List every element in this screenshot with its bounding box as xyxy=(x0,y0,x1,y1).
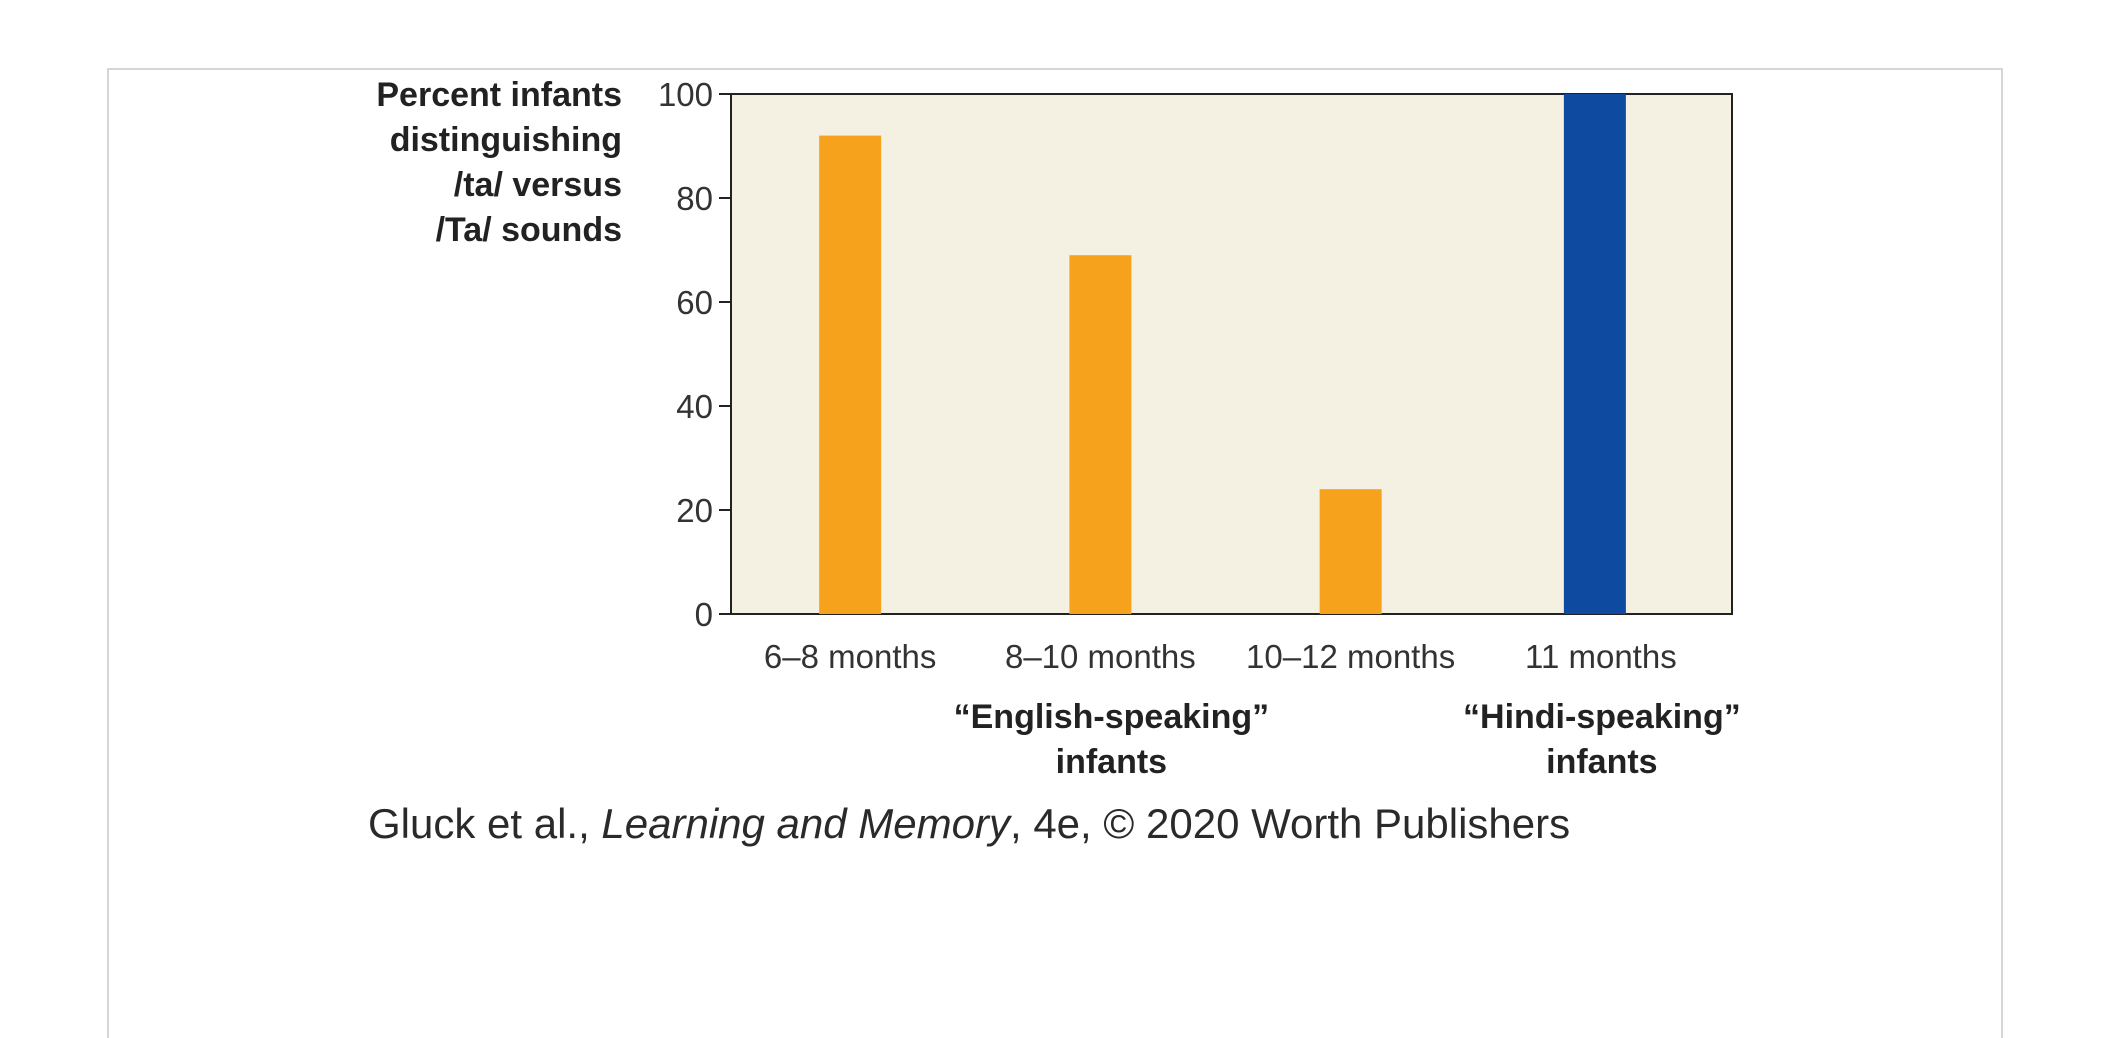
y-tick-label: 20 xyxy=(676,492,713,529)
x-tick-label: 10–12 months xyxy=(1246,638,1455,675)
group-label-line: infants xyxy=(1056,743,1167,781)
y-axis-label-line: Percent infants xyxy=(376,76,622,114)
x-tick-label: 11 months xyxy=(1525,638,1677,675)
y-axis-label-line: /ta/ versus xyxy=(454,166,622,204)
y-axis-label-line: /Ta/ sounds xyxy=(436,211,622,249)
y-axis-label-line: distinguishing xyxy=(390,121,622,159)
x-axis-ticks: 6–8 months 8–10 months 10–12 months 11 mont… xyxy=(764,638,1677,675)
bars xyxy=(819,94,1626,614)
caption-publisher: , 4e, © 2020 Worth Publishers xyxy=(1009,800,1571,847)
y-tick-label: 0 xyxy=(695,596,713,633)
group-label-line: “English-speaking” xyxy=(954,698,1270,736)
x-tick-label: 8–10 months xyxy=(1005,638,1196,675)
figure-caption: Gluck et al., Learning and Memory, 4e, ©… xyxy=(368,800,1570,848)
bar xyxy=(1563,94,1626,614)
y-tick-label: 40 xyxy=(676,388,713,425)
bar xyxy=(1319,489,1382,614)
y-tick-label: 100 xyxy=(658,76,713,113)
y-axis-ticks: 0 20 40 60 80 100 xyxy=(658,76,731,633)
group-labels: “English-speaking” infants “Hindi-speaking… xyxy=(954,698,1741,781)
y-tick-label: 80 xyxy=(676,180,713,217)
y-axis-label: Percent infants distinguishing/ta/ versus… xyxy=(376,76,622,249)
bar xyxy=(1069,255,1132,614)
group-label-line: “Hindi-speaking” xyxy=(1463,698,1741,736)
y-tick-label: 60 xyxy=(676,284,713,321)
x-tick-label: 6–8 months xyxy=(764,638,936,675)
caption-authors: Gluck et al., xyxy=(368,800,602,847)
bar xyxy=(819,135,882,614)
caption-book-title: Learning and Memory xyxy=(601,800,1010,847)
group-label-line: infants xyxy=(1546,743,1657,781)
